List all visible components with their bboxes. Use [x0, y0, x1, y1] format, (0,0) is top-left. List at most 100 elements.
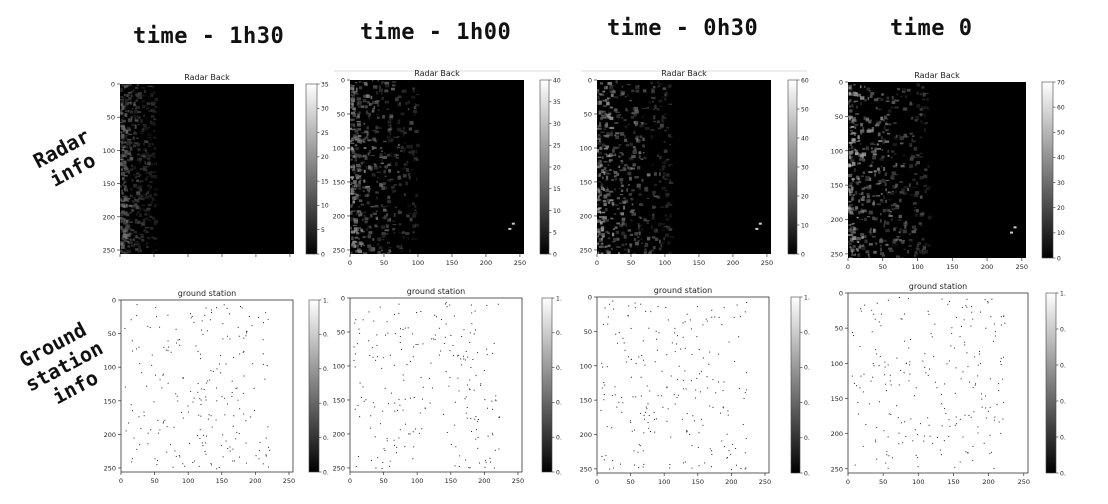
ground-1-panel: [120, 299, 294, 473]
ground-3-ytick-label: 50: [584, 328, 592, 336]
ground-1-ytick-label: 0: [112, 297, 116, 305]
ground-1-colorbar-label: 0.: [323, 469, 329, 476]
column-title-2: time - 1h00: [360, 20, 512, 45]
radar-1-ytick-label: 150: [103, 180, 115, 188]
ground-3-panel: [596, 296, 770, 474]
radar-4-title: Radar Back: [914, 71, 960, 80]
ground-2-colorbar-label: 1.: [556, 295, 562, 302]
radar-1-colorbar-label: 15: [321, 178, 329, 185]
ground-1-colorbar-label: 0.: [323, 332, 329, 339]
radar-1-colorbar-label: 35: [321, 81, 329, 88]
radar-4-xtick-label: 250: [1016, 263, 1028, 271]
ground-4-ytick-label: 200: [831, 430, 843, 438]
radar-4-ytick-label: 200: [831, 216, 843, 224]
ground-4-xtick-label: 0: [846, 478, 850, 486]
radar-2-xtick-label: 100: [412, 259, 424, 267]
radar-3-panel: [581, 70, 807, 254]
radar-1-colorbar-label: 25: [321, 130, 329, 137]
ground-1-ytick-label: 250: [104, 464, 116, 472]
ground-1-xtick-label: 200: [249, 477, 261, 485]
ground-3-colorbar-label: 0.: [804, 330, 810, 337]
ground-4-ytick-label: 0: [839, 290, 843, 298]
radar-2-colorbar-label: 15: [553, 186, 561, 193]
ground-3-xtick-label: 200: [725, 478, 737, 486]
ground-1-colorbar-label: 0.: [323, 366, 329, 373]
radar-1-colorbar-label: 5: [321, 227, 325, 234]
ground-3-title: ground station: [654, 286, 712, 295]
ground-1-ytick-label: 200: [104, 431, 116, 439]
radar-1-heatmap: [120, 84, 294, 254]
radar-3-xtick-label: 200: [727, 259, 739, 267]
radar-3-ytick-label: 0: [588, 77, 592, 85]
ground-2-colorbar-label: 0.: [556, 330, 562, 337]
radar-2-ytick-label: 100: [333, 144, 345, 152]
radar-3-colorbar-label: 30: [801, 164, 809, 171]
ground-2-xtick-label: 0: [348, 477, 352, 485]
ground-2-heatmap: [349, 297, 523, 473]
radar-1-panel: [120, 84, 294, 254]
radar-2-xtick-label: 200: [480, 259, 492, 267]
ground-3-colorbar-label: 1.: [804, 294, 810, 301]
radar-4-colorbar-label: 60: [1057, 104, 1065, 111]
radar-1-ytick-label: 50: [107, 114, 115, 122]
ground-2-ytick-label: 50: [337, 328, 345, 336]
radar-1-colorbar-label: 20: [321, 154, 329, 161]
radar-2-xtick-label: 50: [380, 259, 388, 267]
ground-4-ytick-label: 50: [835, 325, 843, 333]
radar-1-colorbar-label: 0: [321, 251, 325, 258]
ground-4-xtick-label: 50: [879, 478, 887, 486]
radar-3-xtick-label: 150: [693, 259, 705, 267]
ground-2-ytick-label: 200: [333, 430, 345, 438]
ground-4-ytick-label: 150: [831, 395, 843, 403]
ground-2-ytick-label: 0: [341, 295, 345, 303]
radar-4-colorbar: [1041, 81, 1054, 259]
radar-1-ytick-label: 250: [103, 247, 115, 255]
ground-3-xtick-label: 0: [595, 478, 599, 486]
ground-2-ytick-label: 150: [333, 396, 345, 404]
radar-2-xtick-label: 150: [446, 259, 458, 267]
ground-1-ytick-label: 100: [104, 364, 116, 372]
ground-4-xtick-label: 100: [912, 478, 924, 486]
radar-4-colorbar-label: 20: [1057, 205, 1065, 212]
radar-4-ytick-label: 50: [835, 113, 843, 121]
radar-4-colorbar-label: 30: [1057, 180, 1065, 187]
radar-2-ytick-label: 150: [333, 178, 345, 186]
ground-1-xtick-label: 150: [216, 477, 228, 485]
radar-1-colorbar: [305, 83, 318, 255]
radar-2-colorbar-label: 40: [553, 77, 561, 84]
radar-3-xtick-label: 100: [659, 259, 671, 267]
ground-1-title: ground station: [178, 289, 236, 298]
ground-3-ytick-label: 100: [580, 362, 592, 370]
ground-2-colorbar-label: 0.: [556, 435, 562, 442]
ground-2-ytick-label: 250: [333, 464, 345, 472]
ground-3-xtick-label: 150: [692, 478, 704, 486]
ground-2-colorbar-label: 0.: [556, 469, 562, 476]
ground-3-ytick-label: 150: [580, 397, 592, 405]
radar-3-ytick-label: 50: [584, 110, 592, 118]
radar-2-colorbar: [539, 79, 550, 255]
ground-1-heatmap: [120, 299, 294, 473]
radar-4-colorbar-label: 10: [1057, 230, 1065, 237]
ground-1-xtick-label: 250: [283, 477, 295, 485]
radar-2-heatmap: [350, 80, 524, 254]
radar-3-colorbar-label: 60: [801, 77, 809, 84]
ground-2-title: ground station: [407, 287, 465, 296]
ground-3-xtick-label: 250: [759, 478, 771, 486]
ground-4-colorbar: [1045, 292, 1057, 474]
ground-1-ytick-label: 150: [104, 397, 116, 405]
ground-2-colorbar-label: 0.: [556, 365, 562, 372]
ground-4-colorbar-label: 0.: [1060, 470, 1066, 477]
radar-3-xtick-label: 250: [761, 259, 773, 267]
radar-1-ytick-label: 200: [103, 213, 115, 221]
ground-2-colorbar: [541, 297, 553, 473]
ground-3-colorbar: [790, 296, 801, 474]
radar-4-xtick-label: 150: [946, 263, 958, 271]
ground-2-xtick-label: 200: [478, 477, 490, 485]
radar-4-ytick-label: 250: [831, 250, 843, 258]
radar-3-colorbar-label: 20: [801, 193, 809, 200]
ground-3-colorbar-label: 0.: [804, 400, 810, 407]
ground-2-xtick-label: 150: [445, 477, 457, 485]
radar-4-colorbar-label: 0: [1057, 255, 1061, 262]
radar-2-ytick-label: 200: [333, 212, 345, 220]
